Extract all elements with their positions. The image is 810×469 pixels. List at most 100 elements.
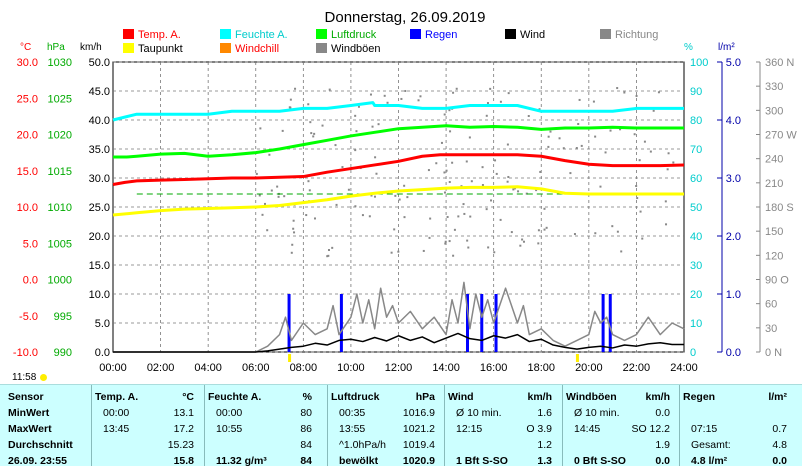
direction-dot [270, 189, 273, 192]
direction-dot [310, 132, 313, 135]
sunrise-marker [288, 354, 292, 362]
table-row: 26.09. 23:55 [8, 453, 88, 469]
direction-dot [485, 208, 488, 211]
direction-dot [449, 130, 452, 133]
direction-dot [665, 223, 668, 226]
temp-tick: 30.0 [17, 57, 38, 69]
cell-label: 11.32 g/m³ [216, 455, 267, 467]
direction-dot [543, 228, 546, 231]
series-luftdruck [113, 124, 684, 159]
temp-tick: 15.0 [17, 166, 38, 178]
sunset-marker [575, 354, 579, 362]
direction-dot [513, 187, 516, 190]
direction-dot [594, 135, 597, 138]
direction-dot [393, 228, 396, 231]
column-unit: hPa [415, 391, 435, 403]
wind-tick: 35.0 [89, 144, 110, 156]
temp-tick: 25.0 [17, 93, 38, 105]
direction-dot [462, 203, 465, 206]
rain-bar [339, 294, 343, 352]
direction-dot [327, 254, 330, 257]
direction-tick: 360 N [765, 57, 794, 69]
cell-label: 13:55 [339, 423, 366, 435]
direction-dot [328, 88, 331, 91]
column-separator [679, 385, 680, 466]
rain-bar [287, 294, 291, 352]
direction-dot [537, 229, 540, 232]
legend-label: Wind [520, 29, 545, 41]
humidity-tick: 30 [690, 260, 702, 272]
cell-label: Gesamt: [691, 439, 731, 451]
rain-tick: 1.0 [726, 289, 741, 301]
direction-dot [368, 215, 371, 218]
direction-dot [569, 172, 572, 175]
table-row: 00:00 80 [208, 405, 318, 421]
direction-dot [466, 239, 469, 242]
direction-dot [291, 243, 294, 246]
direction-dot [635, 185, 638, 188]
cell-label: MaxWert [8, 423, 52, 435]
cell-value: 0.0 [772, 455, 787, 467]
legend-label: Taupunkt [138, 43, 183, 55]
direction-dot [481, 166, 484, 169]
direction-dot [375, 172, 378, 175]
direction-dot [535, 189, 538, 192]
cell-value: 0.7 [772, 423, 787, 435]
direction-dot [636, 197, 639, 200]
rain-bar [494, 294, 498, 352]
wind-tick: 5.0 [95, 318, 110, 330]
direction-dot [354, 114, 357, 117]
wind-tick: 20.0 [89, 231, 110, 243]
direction-dot [369, 93, 372, 96]
temp-tick: 10.0 [17, 202, 38, 214]
rain-tick: 4.0 [726, 115, 741, 127]
humidity-unit: % [684, 42, 693, 53]
direction-dot [545, 226, 548, 229]
temp-tick: 20.0 [17, 130, 38, 142]
legend-label: Windböen [331, 43, 381, 55]
cell-label: 10:55 [216, 423, 243, 435]
direction-dot [398, 198, 401, 201]
pressure-tick: 1025 [48, 93, 72, 105]
direction-dot [417, 99, 420, 102]
direction-dot [562, 147, 565, 150]
pressure-tick: 1005 [48, 238, 72, 250]
direction-dot [266, 229, 269, 232]
direction-dot [292, 219, 295, 222]
direction-dot [361, 214, 364, 217]
direction-dot [313, 132, 316, 135]
direction-dot [255, 172, 258, 175]
direction-dot [394, 194, 397, 197]
direction-dot [444, 242, 447, 245]
direction-dot [292, 227, 295, 230]
direction-tick: 0 N [765, 347, 782, 359]
direction-dot [400, 97, 403, 100]
x-tick: 18:00 [527, 362, 555, 374]
statistics-table: Sensor MinWert MaxWert Durchschnitt 26.09. 2… [0, 384, 802, 469]
rain-tick: 5.0 [726, 57, 741, 69]
table-row: 1 Bft S-SO 1.3 [448, 453, 558, 469]
direction-dot [276, 185, 279, 188]
cell-value: 4.8 [772, 439, 787, 451]
column-unit: % [302, 391, 312, 403]
direction-dot [525, 192, 528, 195]
direction-dot [383, 94, 386, 97]
direction-dot [457, 215, 460, 218]
direction-dot [549, 130, 552, 133]
table-row [683, 405, 793, 421]
direction-dot [403, 184, 406, 187]
direction-dot [489, 87, 492, 90]
direction-dot [446, 215, 449, 218]
series-taupunkt [112, 185, 684, 217]
x-tick: 08:00 [290, 362, 318, 374]
direction-dot [428, 236, 431, 239]
table-row: 0 Bft S-SO 0.0 [566, 453, 676, 469]
rain-unit: l/m² [718, 42, 735, 53]
cell-value: SO 12.2 [631, 423, 670, 435]
direction-tick: 90 O [765, 275, 789, 287]
cell-value: 1020.9 [402, 455, 435, 467]
table-row: 13:45 17.2 [95, 421, 200, 437]
direction-tick: 150 [765, 226, 783, 238]
wind-unit: km/h [80, 42, 102, 53]
cell-value: 1021.2 [402, 423, 435, 435]
